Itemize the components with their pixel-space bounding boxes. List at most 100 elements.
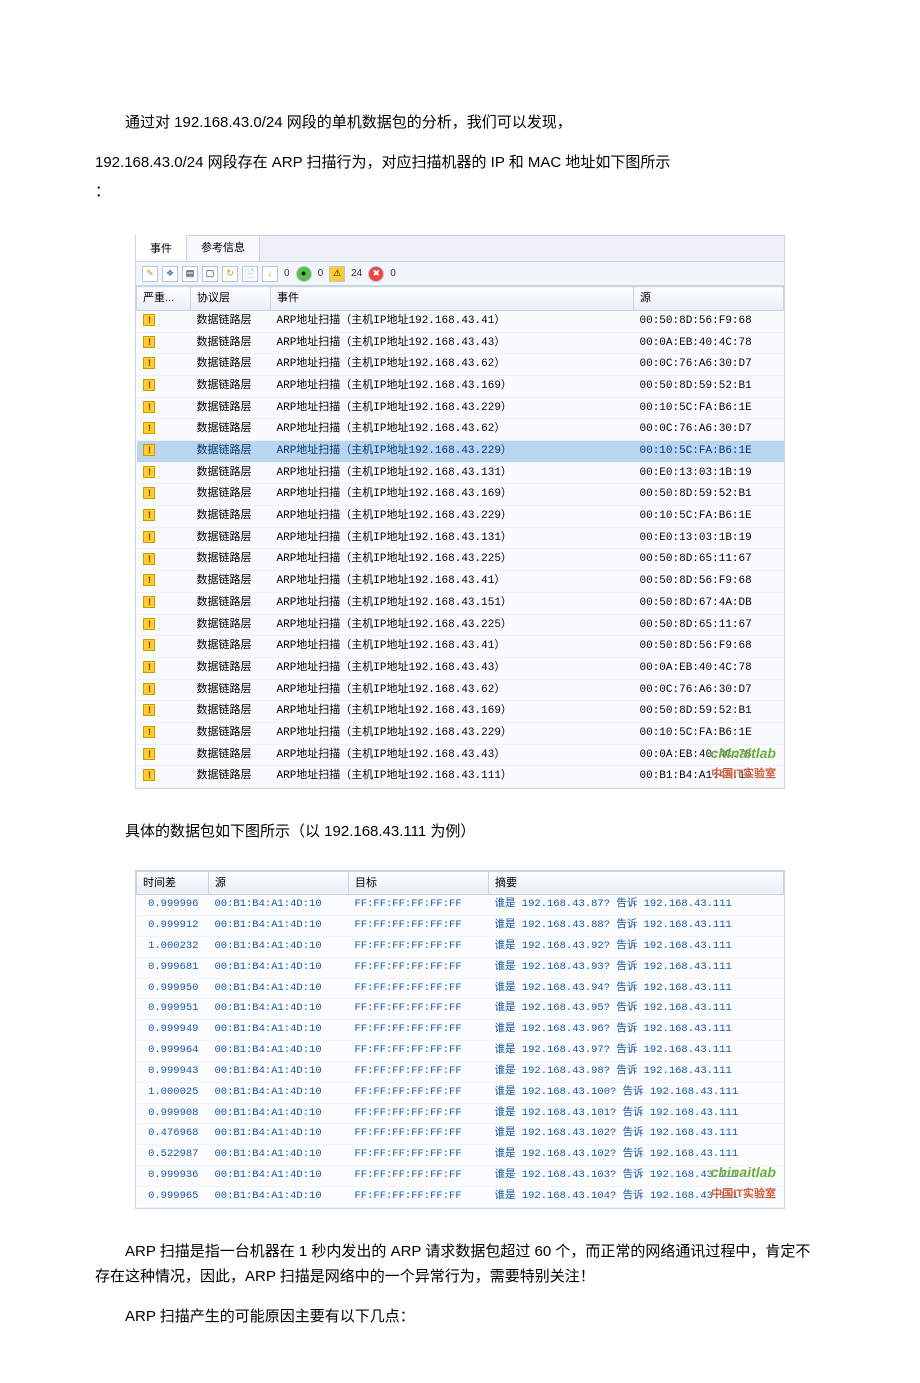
warn-icon: [143, 726, 155, 738]
protocol-cell: 数据链路层: [191, 549, 271, 571]
table-row[interactable]: 0.52298700:B1:B4:A1:4D:10FF:FF:FF:FF:FF:…: [137, 1145, 784, 1166]
dst-cell: FF:FF:FF:FF:FF:FF: [349, 999, 489, 1020]
severity-cell: [137, 310, 191, 332]
events-header-row: 严重... 协议层 事件 源: [137, 287, 784, 311]
warn-icon: [143, 487, 155, 499]
table-row[interactable]: 数据链路层ARP地址扫描（主机IP地址192.168.43.229）00:10:…: [137, 506, 784, 528]
warn-triangle-icon[interactable]: ⚠: [329, 266, 345, 282]
src-cell: 00:B1:B4:A1:4D:10: [209, 1103, 349, 1124]
table-row[interactable]: 数据链路层ARP地址扫描（主机IP地址192.168.43.131）00:E0:…: [137, 462, 784, 484]
table-row[interactable]: 数据链路层ARP地址扫描（主机IP地址192.168.43.111）00:B1:…: [137, 766, 784, 788]
dst-cell: FF:FF:FF:FF:FF:FF: [349, 1061, 489, 1082]
col-severity[interactable]: 严重...: [137, 287, 191, 311]
table-row[interactable]: 0.99993600:B1:B4:A1:4D:10FF:FF:FF:FF:FF:…: [137, 1166, 784, 1187]
event-cell: ARP地址扫描（主机IP地址192.168.43.225）: [271, 549, 634, 571]
warn-icon: [143, 336, 155, 348]
table-row[interactable]: 数据链路层ARP地址扫描（主机IP地址192.168.43.43）00:0A:E…: [137, 744, 784, 766]
col-src[interactable]: 源: [209, 871, 349, 895]
doc-icon[interactable]: 📄: [242, 266, 258, 282]
count-0a: 0: [282, 265, 292, 282]
warn-icon: [143, 661, 155, 673]
table-row[interactable]: 数据链路层ARP地址扫描（主机IP地址192.168.43.43）00:0A:E…: [137, 657, 784, 679]
table-row[interactable]: 数据链路层ARP地址扫描（主机IP地址192.168.43.169）00:50:…: [137, 701, 784, 723]
summary-cell: 谁是 192.168.43.101? 告诉 192.168.43.111: [489, 1103, 784, 1124]
severity-cell: [137, 332, 191, 354]
table-row[interactable]: 数据链路层ARP地址扫描（主机IP地址192.168.43.169）00:50:…: [137, 484, 784, 506]
table-row[interactable]: 数据链路层ARP地址扫描（主机IP地址192.168.43.151）00:50:…: [137, 592, 784, 614]
down-arrow-icon[interactable]: ↓: [262, 266, 278, 282]
severity-cell: [137, 722, 191, 744]
tool-icon[interactable]: ✎: [142, 266, 158, 282]
tab-events[interactable]: 事件: [136, 235, 187, 262]
protocol-cell: 数据链路层: [191, 441, 271, 463]
td-cell: 0.999951: [137, 999, 209, 1020]
warn-icon: [143, 618, 155, 630]
table-row[interactable]: 数据链路层ARP地址扫描（主机IP地址192.168.43.229）00:10:…: [137, 722, 784, 744]
source-cell: 00:50:8D:59:52:B1: [634, 701, 784, 723]
col-dst[interactable]: 目标: [349, 871, 489, 895]
table-row[interactable]: 0.99999600:B1:B4:A1:4D:10FF:FF:FF:FF:FF:…: [137, 895, 784, 916]
intro-colon: ：: [95, 183, 110, 200]
table-row[interactable]: 1.00023200:B1:B4:A1:4D:10FF:FF:FF:FF:FF:…: [137, 936, 784, 957]
table-row[interactable]: 0.99994300:B1:B4:A1:4D:10FF:FF:FF:FF:FF:…: [137, 1061, 784, 1082]
table-row[interactable]: 0.47696800:B1:B4:A1:4D:10FF:FF:FF:FF:FF:…: [137, 1124, 784, 1145]
red-dot-icon[interactable]: ✖: [368, 266, 384, 282]
table-row[interactable]: 数据链路层ARP地址扫描（主机IP地址192.168.43.41）00:50:8…: [137, 310, 784, 332]
table-row[interactable]: 数据链路层ARP地址扫描（主机IP地址192.168.43.43）00:0A:E…: [137, 332, 784, 354]
event-cell: ARP地址扫描（主机IP地址192.168.43.169）: [271, 484, 634, 506]
table-row[interactable]: 0.99995000:B1:B4:A1:4D:10FF:FF:FF:FF:FF:…: [137, 978, 784, 999]
src-cell: 00:B1:B4:A1:4D:10: [209, 1082, 349, 1103]
event-cell: ARP地址扫描（主机IP地址192.168.43.43）: [271, 744, 634, 766]
page-icon[interactable]: ▢: [202, 266, 218, 282]
warn-icon: [143, 509, 155, 521]
filter-icon[interactable]: ❖: [162, 266, 178, 282]
table-row[interactable]: 数据链路层ARP地址扫描（主机IP地址192.168.43.62）00:0C:7…: [137, 419, 784, 441]
src-cell: 00:B1:B4:A1:4D:10: [209, 978, 349, 999]
severity-cell: [137, 614, 191, 636]
source-cell: 00:0A:EB:40:4C:78: [634, 657, 784, 679]
table-row[interactable]: 数据链路层ARP地址扫描（主机IP地址192.168.43.131）00:E0:…: [137, 527, 784, 549]
table-row[interactable]: 数据链路层ARP地址扫描（主机IP地址192.168.43.41）00:50:8…: [137, 636, 784, 658]
event-cell: ARP地址扫描（主机IP地址192.168.43.41）: [271, 571, 634, 593]
table-row[interactable]: 0.99996400:B1:B4:A1:4D:10FF:FF:FF:FF:FF:…: [137, 1041, 784, 1062]
green-dot-icon[interactable]: ●: [296, 266, 312, 282]
severity-cell: [137, 571, 191, 593]
table-row[interactable]: 0.99994900:B1:B4:A1:4D:10FF:FF:FF:FF:FF:…: [137, 1020, 784, 1041]
table-row[interactable]: 数据链路层ARP地址扫描（主机IP地址192.168.43.225）00:50:…: [137, 549, 784, 571]
intro-paragraph-2: 192.168.43.0/24 网段存在 ARP 扫描行为，对应扫描机器的 IP…: [95, 150, 825, 176]
table-row[interactable]: 0.99990800:B1:B4:A1:4D:10FF:FF:FF:FF:FF:…: [137, 1103, 784, 1124]
col-source[interactable]: 源: [634, 287, 784, 311]
table-row[interactable]: 1.00002500:B1:B4:A1:4D:10FF:FF:FF:FF:FF:…: [137, 1082, 784, 1103]
table-row[interactable]: 数据链路层ARP地址扫描（主机IP地址192.168.43.62）00:0C:7…: [137, 354, 784, 376]
summary-cell: 谁是 192.168.43.88? 告诉 192.168.43.111: [489, 916, 784, 937]
protocol-cell: 数据链路层: [191, 766, 271, 788]
src-cell: 00:B1:B4:A1:4D:10: [209, 916, 349, 937]
col-timedelta[interactable]: 时间差: [137, 871, 209, 895]
table-row[interactable]: 0.99991200:B1:B4:A1:4D:10FF:FF:FF:FF:FF:…: [137, 916, 784, 937]
event-cell: ARP地址扫描（主机IP地址192.168.43.229）: [271, 441, 634, 463]
col-summary[interactable]: 摘要: [489, 871, 784, 895]
dst-cell: FF:FF:FF:FF:FF:FF: [349, 957, 489, 978]
table-row[interactable]: 0.99995100:B1:B4:A1:4D:10FF:FF:FF:FF:FF:…: [137, 999, 784, 1020]
src-cell: 00:B1:B4:A1:4D:10: [209, 1041, 349, 1062]
col-event[interactable]: 事件: [271, 287, 634, 311]
severity-cell: [137, 441, 191, 463]
table-row[interactable]: 数据链路层ARP地址扫描（主机IP地址192.168.43.41）00:50:8…: [137, 571, 784, 593]
summary-cell: 谁是 192.168.43.98? 告诉 192.168.43.111: [489, 1061, 784, 1082]
col-protocol[interactable]: 协议层: [191, 287, 271, 311]
refresh-icon[interactable]: ↻: [222, 266, 238, 282]
warn-icon: [143, 639, 155, 651]
table-row[interactable]: 0.99996500:B1:B4:A1:4D:10FF:FF:FF:FF:FF:…: [137, 1187, 784, 1208]
packets-panel: 时间差 源 目标 摘要 0.99999600:B1:B4:A1:4D:10FF:…: [135, 870, 785, 1209]
table-row[interactable]: 0.99968100:B1:B4:A1:4D:10FF:FF:FF:FF:FF:…: [137, 957, 784, 978]
table-row[interactable]: 数据链路层ARP地址扫描（主机IP地址192.168.43.229）00:10:…: [137, 397, 784, 419]
table-row[interactable]: 数据链路层ARP地址扫描（主机IP地址192.168.43.225）00:50:…: [137, 614, 784, 636]
protocol-cell: 数据链路层: [191, 614, 271, 636]
table-row[interactable]: 数据链路层ARP地址扫描（主机IP地址192.168.43.169）00:50:…: [137, 375, 784, 397]
tab-reference[interactable]: 参考信息: [187, 236, 260, 262]
table-row[interactable]: 数据链路层ARP地址扫描（主机IP地址192.168.43.229）00:10:…: [137, 441, 784, 463]
severity-cell: [137, 679, 191, 701]
td-cell: 1.000025: [137, 1082, 209, 1103]
view-icon[interactable]: ▤: [182, 266, 198, 282]
table-row[interactable]: 数据链路层ARP地址扫描（主机IP地址192.168.43.62）00:0C:7…: [137, 679, 784, 701]
